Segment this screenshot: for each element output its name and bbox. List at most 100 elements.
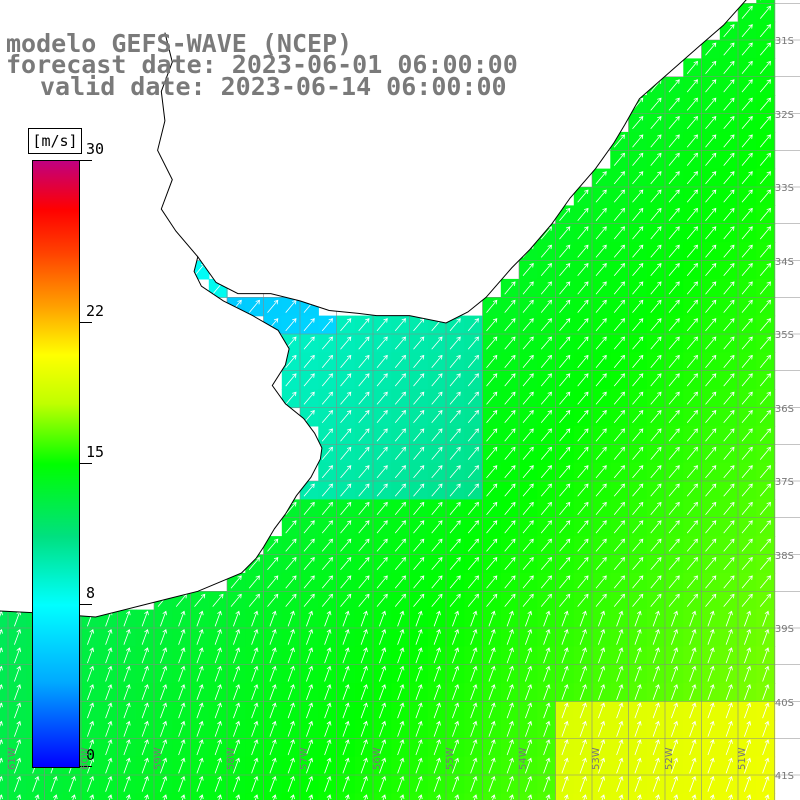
wind-arrow <box>321 373 333 387</box>
wind-arrow <box>486 318 498 332</box>
wind-arrow <box>577 263 589 277</box>
wind-arrow <box>303 373 315 387</box>
wind-arrow <box>762 647 770 664</box>
wind-arrow <box>759 354 771 368</box>
wind-cell <box>500 499 520 519</box>
wind-cell <box>610 554 630 574</box>
wind-arrow <box>394 575 406 589</box>
wind-arrow <box>723 207 735 221</box>
wind-cell <box>573 352 593 372</box>
wind-cell <box>281 701 301 721</box>
wind-cell <box>756 205 776 225</box>
wind-arrow <box>141 757 149 774</box>
wind-arrow <box>452 610 460 627</box>
wind-arrow <box>467 575 479 589</box>
wind-arrow <box>470 665 478 682</box>
wind-cell <box>391 646 411 666</box>
wind-arrow <box>650 244 662 258</box>
wind-cell <box>464 775 484 794</box>
wind-arrow <box>488 629 496 645</box>
wind-cell <box>500 370 520 390</box>
wind-cell <box>719 76 739 96</box>
wind-cell <box>245 719 265 739</box>
wind-arrow <box>470 702 478 719</box>
wind-arrow <box>686 593 698 607</box>
wind-cell <box>409 334 429 353</box>
wind-cell <box>756 113 776 133</box>
wind-arrow <box>194 593 206 607</box>
wind-cell <box>555 646 575 666</box>
wind-cell <box>738 719 757 739</box>
wind-arrow <box>632 465 644 479</box>
wind-arrows <box>0 116 771 800</box>
wind-cell <box>701 499 721 519</box>
wind-cell <box>719 628 739 647</box>
wind-arrow <box>324 757 332 774</box>
wind-arrow <box>340 520 352 534</box>
wind-cell <box>683 481 703 500</box>
wind-arrow <box>759 244 771 258</box>
wind-cell <box>318 646 338 666</box>
wind-cell <box>738 738 757 758</box>
wind-arrow <box>723 116 735 130</box>
wind-cell <box>519 278 538 298</box>
wind-arrow <box>433 647 441 664</box>
wind-cell <box>519 370 538 390</box>
wind-arrow <box>686 318 698 332</box>
wind-arrow <box>525 665 533 682</box>
wind-cell <box>245 701 265 721</box>
wind-cell <box>464 683 484 703</box>
wind-cell <box>756 628 776 647</box>
wind-arrow <box>543 720 551 737</box>
wind-arrow <box>376 428 388 442</box>
wind-arrow <box>725 610 733 627</box>
wind-arrow <box>470 684 478 700</box>
wind-arrow <box>342 684 350 700</box>
wind-arrow <box>613 465 625 479</box>
wind-cell <box>537 334 557 353</box>
wind-cell <box>610 297 630 317</box>
wind-cell <box>482 370 502 390</box>
wind-cell <box>555 481 575 500</box>
wind-arrow <box>577 318 589 332</box>
wind-cell <box>537 389 557 409</box>
wind-cell <box>537 719 557 739</box>
wind-arrow <box>540 336 552 350</box>
wind-cell <box>0 701 9 721</box>
wind-arrow <box>504 318 516 332</box>
wind-cell <box>427 609 447 629</box>
wind-cell <box>464 352 484 372</box>
wind-cell <box>482 389 502 409</box>
wind-arrow <box>449 557 461 571</box>
wind-arrow <box>723 281 735 295</box>
wind-cell <box>555 738 575 758</box>
wind-arrow <box>340 483 352 497</box>
wind-cell <box>336 591 356 611</box>
wind-cell <box>227 738 246 758</box>
wind-cell <box>208 628 228 647</box>
wind-arrow <box>436 794 441 800</box>
wind-arrow <box>613 428 625 442</box>
wind-arrow <box>196 702 204 719</box>
wind-arrow <box>595 520 607 534</box>
wind-cell <box>756 775 776 794</box>
wind-arrow <box>707 702 715 719</box>
wind-arrow <box>741 152 753 166</box>
wind-cell <box>391 536 411 556</box>
wind-arrow <box>233 647 241 664</box>
wind-arrow <box>160 610 168 627</box>
wind-cell <box>354 719 374 739</box>
wind-cell <box>628 113 648 133</box>
wind-arrow <box>540 465 552 479</box>
wind-arrow <box>577 299 589 313</box>
wind-cell <box>245 591 265 611</box>
wind-arrow <box>632 281 644 295</box>
wind-arrow <box>650 593 662 607</box>
wind-arrow <box>522 483 534 497</box>
wind-arrow <box>759 263 771 277</box>
wind-cell <box>519 315 538 335</box>
wind-arrow <box>233 757 241 774</box>
wind-cell <box>756 370 776 390</box>
wind-arrow <box>668 428 680 442</box>
wind-cell <box>500 719 520 739</box>
